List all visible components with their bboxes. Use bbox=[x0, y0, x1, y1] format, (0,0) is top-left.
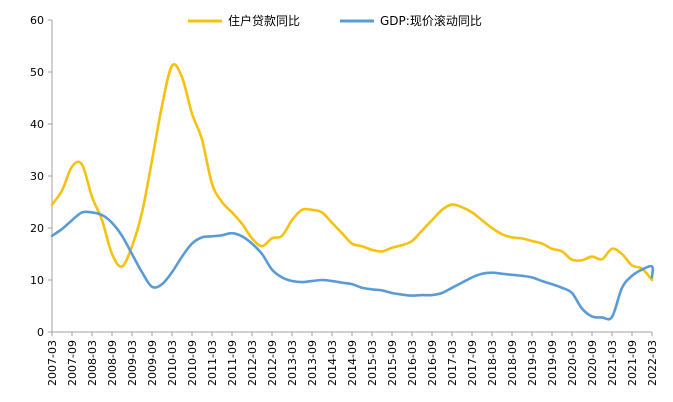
y-tick-label: 20 bbox=[30, 222, 44, 235]
x-tick-label: 2018-09 bbox=[506, 340, 519, 386]
x-tick-label: 2015-03 bbox=[366, 340, 379, 386]
x-tick-label: 2018-03 bbox=[486, 340, 499, 386]
x-tick-label: 2022-03 bbox=[646, 340, 659, 386]
y-tick-label: 60 bbox=[30, 14, 44, 27]
x-tick-label: 2008-09 bbox=[106, 340, 119, 386]
x-tick-label: 2011-09 bbox=[226, 340, 239, 386]
x-tick-label: 2013-09 bbox=[306, 340, 319, 386]
legend-label-housing-loans: 住户贷款同比 bbox=[228, 13, 300, 28]
y-tick-label: 10 bbox=[30, 274, 44, 287]
x-tick-label: 2007-09 bbox=[66, 340, 79, 386]
x-tick-label: 2021-03 bbox=[606, 340, 619, 386]
x-tick-label: 2012-09 bbox=[266, 340, 279, 386]
x-tick-label: 2010-03 bbox=[166, 340, 179, 386]
y-tick-label: 0 bbox=[37, 326, 44, 339]
legend-label-gdp: GDP:现价滚动同比 bbox=[380, 13, 482, 28]
x-tick-label: 2008-03 bbox=[86, 340, 99, 386]
x-tick-label: 2016-09 bbox=[426, 340, 439, 386]
legend: 住户贷款同比 GDP:现价滚动同比 bbox=[188, 13, 482, 28]
x-tick-label: 2017-09 bbox=[466, 340, 479, 386]
x-tick-label: 2021-09 bbox=[626, 340, 639, 386]
x-tick-label: 2014-09 bbox=[346, 340, 359, 386]
x-tick-label: 2009-03 bbox=[126, 340, 139, 386]
x-tick-label: 2009-09 bbox=[146, 340, 159, 386]
x-tick-label: 2007-03 bbox=[46, 340, 59, 386]
x-axis: 2007-03 2007-09 2008-03 2008-09 2009-03 2009-… bbox=[46, 331, 659, 386]
y-tick-label: 30 bbox=[30, 170, 44, 183]
y-tick-label: 50 bbox=[30, 66, 44, 79]
x-tick-label: 2010-09 bbox=[186, 340, 199, 386]
x-tick-label: 2015-09 bbox=[386, 340, 399, 386]
x-tick-label: 2019-03 bbox=[526, 340, 539, 386]
y-tick-label: 40 bbox=[30, 118, 44, 131]
x-tick-label: 2017-03 bbox=[446, 340, 459, 386]
x-tick-label: 2011-03 bbox=[206, 340, 219, 386]
y-axis: 0 10 20 30 40 50 60 bbox=[30, 14, 53, 339]
x-tick-label: 2012-03 bbox=[246, 340, 259, 386]
series-layer bbox=[50, 63, 655, 321]
x-tick-label: 2016-03 bbox=[406, 340, 419, 386]
x-tick-label: 2014-03 bbox=[326, 340, 339, 386]
x-tick-label: 2013-03 bbox=[286, 340, 299, 386]
series-line-gdp bbox=[50, 210, 655, 321]
x-tick-label: 2020-03 bbox=[566, 340, 579, 386]
x-tick-label: 2020-09 bbox=[586, 340, 599, 386]
series-line-housing-loans bbox=[50, 63, 654, 282]
x-tick-label: 2019-09 bbox=[546, 340, 559, 386]
